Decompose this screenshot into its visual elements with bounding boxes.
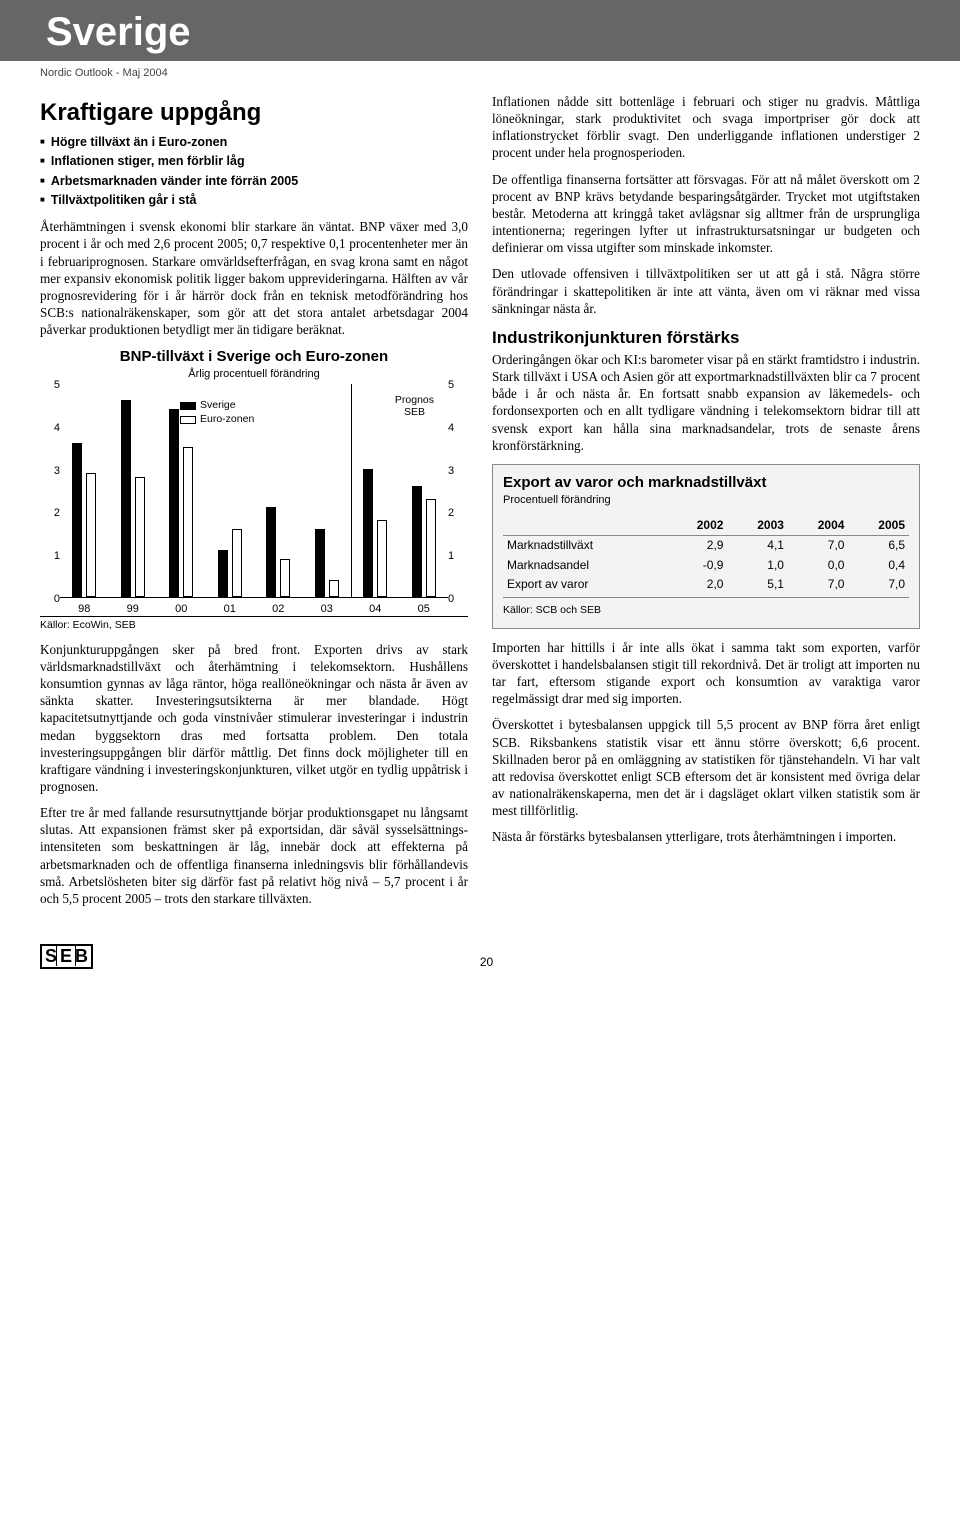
bullet-3: Arbetsmarknaden vänder inte förrän 2005: [40, 173, 468, 189]
left-p3: Efter tre år med fallande resursutnyttja…: [40, 804, 468, 907]
export-table-box: Export av varor och marknadstillväxt Pro…: [492, 464, 920, 629]
footer: SEB 20: [40, 944, 920, 969]
chart-subtitle: Årlig procentuell förändring: [40, 367, 468, 381]
right-p2: De offentliga finanserna fortsätter att …: [492, 171, 920, 257]
left-column: Kraftigare uppgång Högre tillväxt än i E…: [40, 93, 468, 916]
page-title: Sverige: [40, 8, 197, 56]
box-source: Källor: SCB och SEB: [503, 604, 909, 618]
summary-bullets: Högre tillväxt än i Euro-zonen Inflation…: [40, 134, 468, 208]
export-table: 2002200320042005 Marknadstillväxt2,94,17…: [503, 516, 909, 598]
chart-source: Källor: EcoWin, SEB: [40, 619, 468, 633]
box-subhead: Procentuell förändring: [503, 493, 909, 507]
right-p5: Importen har hittills i år inte alls öka…: [492, 639, 920, 708]
box-title: Export av varor och marknadstillväxt: [503, 473, 909, 493]
seb-logo: SEB: [40, 944, 93, 969]
gdp-chart: BNP-tillväxt i Sverige och Euro-zonen År…: [40, 347, 468, 632]
bullet-2: Inflationen stiger, men förblir låg: [40, 153, 468, 169]
left-p1: Återhämtningen i svensk ekonomi blir sta…: [40, 218, 468, 338]
right-p4: Orderingången ökar och KI:s barometer vi…: [492, 351, 920, 454]
right-heading: Industrikonjunkturen förstärks: [492, 327, 920, 349]
right-p6: Överskottet i bytesbalansen uppgick till…: [492, 716, 920, 819]
outlook-subtitle: Nordic Outlook - Maj 2004: [40, 67, 920, 79]
chart-title: BNP-tillväxt i Sverige och Euro-zonen: [40, 347, 468, 367]
right-p7: Nästa år förstärks bytesbalansen ytterli…: [492, 828, 920, 845]
bullet-4: Tillväxtpolitiken går i stå: [40, 192, 468, 208]
main-heading: Kraftigare uppgång: [40, 97, 468, 128]
right-column: Inflationen nådde sitt bottenläge i febr…: [492, 93, 920, 916]
left-p2: Konjunkturuppgången sker på bred front. …: [40, 641, 468, 795]
right-p1: Inflationen nådde sitt bottenläge i febr…: [492, 93, 920, 162]
bullet-1: Högre tillväxt än i Euro-zonen: [40, 134, 468, 150]
page-number: 20: [480, 955, 493, 969]
right-p3: Den utlovade offensiven i tillväxtpoliti…: [492, 265, 920, 316]
